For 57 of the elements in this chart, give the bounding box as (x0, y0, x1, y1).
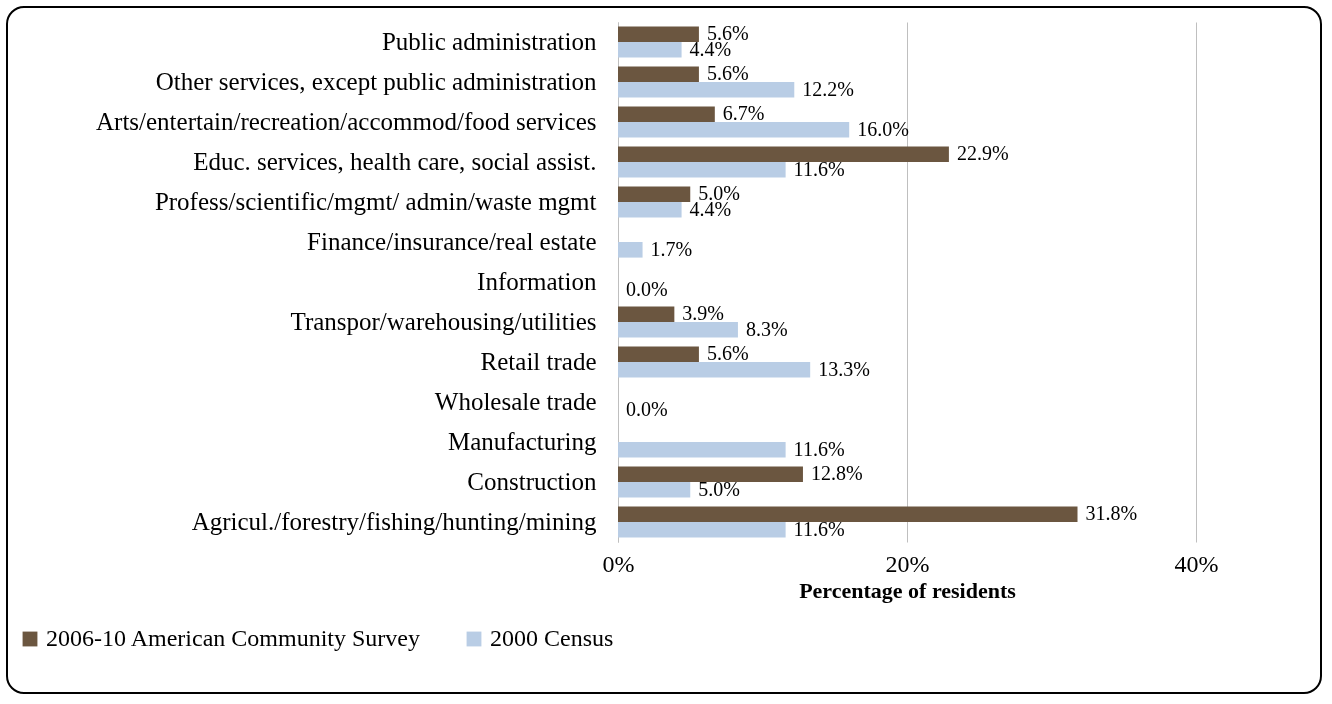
bar (618, 306, 675, 322)
x-tick-label: 20% (885, 550, 930, 577)
y-tick-label: Finance/insurance/real estate (307, 228, 597, 255)
legend-label: 2000 Census (490, 625, 614, 651)
x-axis-title: Percentage of residents (799, 577, 1017, 603)
data-label: 6.7% (722, 102, 765, 125)
y-tick-label: Information (477, 268, 597, 295)
y-tick-label: Arts/entertain/recreation/accommod/food services (96, 108, 597, 135)
y-tick-label: Wholesale trade (434, 388, 597, 415)
bar (618, 162, 786, 178)
bar (618, 346, 699, 362)
y-tick-label: Public administration (381, 28, 597, 55)
bar (618, 42, 682, 58)
data-label: 12.8% (810, 462, 863, 485)
data-label: 5.0% (698, 477, 740, 500)
bar (618, 82, 795, 98)
y-tick-label: Construction (467, 468, 597, 495)
bar (618, 186, 691, 202)
bar (618, 146, 949, 162)
data-label: 11.6% (793, 157, 845, 180)
bar (618, 482, 691, 498)
y-tick-label: Educ. services, health care, social assist. (193, 148, 597, 175)
bar (618, 322, 738, 338)
y-tick-label: Retail trade (480, 348, 597, 375)
bar (618, 122, 850, 138)
data-label: 12.2% (802, 77, 854, 100)
bar (618, 26, 699, 42)
data-label: 11.6% (793, 517, 845, 540)
data-label: 0.0% (626, 397, 668, 420)
data-label: 3.9% (682, 302, 725, 325)
data-label: 11.6% (793, 437, 845, 460)
legend-label: 2006-10 American Community Survey (46, 625, 420, 651)
y-tick-label: Agricul./forestry/fishing/hunting/mining (191, 508, 597, 535)
data-label: 8.3% (745, 317, 788, 340)
data-label: 16.0% (857, 117, 909, 140)
bar (618, 106, 715, 122)
y-tick-label: Profess/scientific/mgmt/ admin/waste mgmt (154, 188, 597, 215)
data-label: 0.0% (626, 277, 668, 300)
y-tick-label: Other services, except public administration (155, 68, 597, 95)
bar (618, 442, 786, 458)
data-label: 5.6% (706, 62, 749, 85)
bar (618, 506, 1078, 522)
data-label: 5.6% (706, 342, 749, 365)
bar (618, 202, 682, 218)
bar (618, 242, 643, 258)
data-label: 31.8% (1085, 502, 1138, 525)
y-tick-label: Manufacturing (447, 428, 597, 455)
x-tick-label: 0% (602, 550, 635, 577)
x-tick-label: 40% (1174, 550, 1219, 577)
bar (618, 466, 803, 482)
bar (618, 66, 699, 82)
y-tick-label: Transpor/warehousing/utilities (290, 308, 597, 335)
bar (618, 362, 811, 378)
data-label: 22.9% (956, 142, 1009, 165)
bar (618, 522, 786, 538)
data-label: 13.3% (818, 357, 870, 380)
data-label: 1.7% (650, 237, 693, 260)
